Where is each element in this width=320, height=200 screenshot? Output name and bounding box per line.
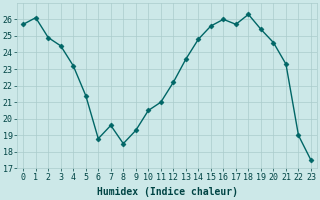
X-axis label: Humidex (Indice chaleur): Humidex (Indice chaleur) (97, 187, 237, 197)
